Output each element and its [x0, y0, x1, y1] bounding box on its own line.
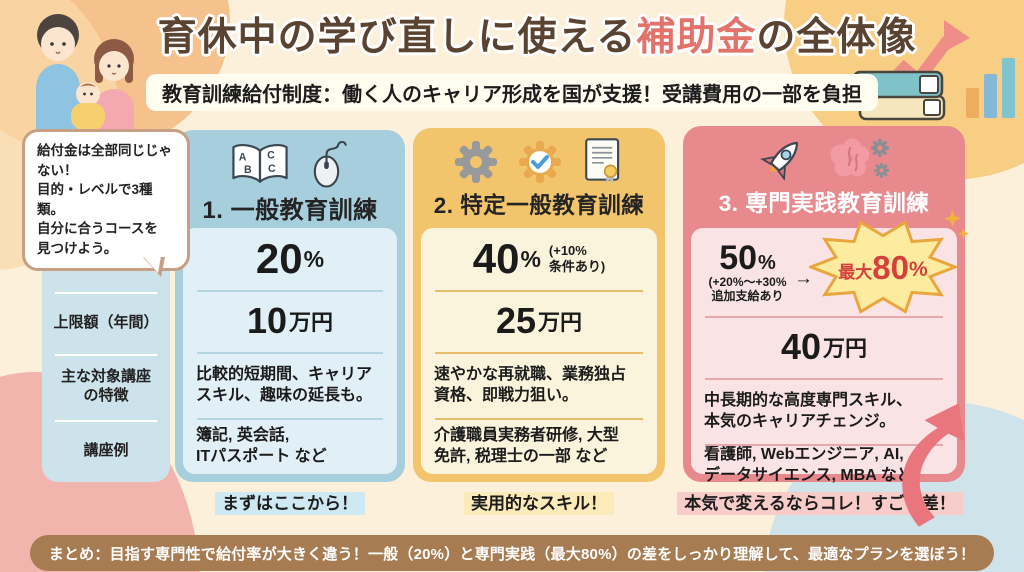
column2-rate-note: (+10% 条件あり) [548, 242, 606, 274]
column3-features: 中長期的な高度専門スキル、 本気のキャリアチェンジ。 [691, 378, 957, 444]
bar-orange [966, 88, 979, 118]
column3-caption: 本気で変えるならコレ！すごい差！ [655, 489, 985, 515]
sparkle-icon-small [958, 228, 969, 239]
column3-rate-note: (+20%〜+30% 追加支給あり [708, 274, 787, 303]
mouse-icon [313, 140, 347, 188]
column3-panel: 50% (+20%〜+30% 追加支給あり → 最大 80% 40 万円 [691, 228, 957, 484]
gear-check-icon [516, 138, 564, 186]
subtitle-strip: 教育訓練給付制度：働く人のキャリア形成を国が支援！受講費用の一部を負担 [0, 74, 1024, 111]
speech-bubble-text: 給付金は全部同じじゃない！ 目的・レベルで3種類。 自分に合うコースを 見つけよ… [37, 143, 172, 256]
column1-caption: まずはここから！ [175, 489, 405, 515]
svg-text:A: A [239, 151, 247, 163]
column2-cap: 25 万円 [421, 290, 657, 352]
row-label-cap: 上限額（年間） [42, 292, 170, 354]
column1-panel: 20% 10 万円 比較的短期間、キャリア スキル、趣味の延長も。 簿記, 英会話… [183, 228, 397, 474]
svg-text:C: C [268, 163, 276, 175]
summary-text: まとめ：目指す専門性で給付率が大きく違う！一般（20%）と専門実践（最大80%）… [48, 545, 976, 563]
bar-blue [984, 74, 997, 118]
column3-cap-value: 40 [780, 326, 822, 367]
column-specified-general-training: 2. 特定一般教育訓練 40% (+10% 条件あり) 25 万円 速やかな再就職… [413, 128, 665, 482]
certificate-icon [585, 138, 620, 183]
subtitle-text: 教育訓練給付制度：働く人のキャリア形成を国が支援！受講費用の一部を負担 [146, 74, 878, 111]
svg-text:C: C [267, 150, 275, 162]
max-80-starburst: 最大 80% [809, 218, 957, 316]
page-title: 育休中の学び直しに使える補助金の全体像 [140, 16, 934, 61]
summary-bar: まとめ：目指す専門性で給付率が大きく違う！一般（20%）と専門実践（最大80%）… [30, 535, 994, 571]
column-professional-practice-training: 3. 専門実践教育訓練 50% (+20%〜+30% 追加支給あり → 最大 80… [683, 126, 965, 484]
column1-features: 比較的短期間、キャリア スキル、趣味の延長も。 [183, 352, 397, 418]
column3-title: 3. 専門実践教育訓練 [718, 191, 930, 216]
column3-rate: 50% (+20%〜+30% 追加支給あり → 最大 80% [691, 228, 957, 316]
title-part-pre: 育休中の学び直しに使える [157, 16, 637, 59]
column-general-training: A B C C 1. 一般教育訓練 20% 10 万円 [175, 130, 405, 482]
column1-rate: 20% [255, 235, 325, 282]
row-label-features: 主な対象講座 の特徴 [42, 354, 170, 420]
speech-bubble: 給付金は全部同じじゃない！ 目的・レベルで3種類。 自分に合うコースを 見つけよ… [22, 129, 190, 278]
column2-header: 2. 特定一般教育訓練 [413, 128, 665, 228]
rocket-icon [760, 141, 798, 181]
column1-examples: 簿記, 英会話, ITパスポート など [183, 418, 397, 474]
column1-cap: 10 万円 [183, 290, 397, 352]
max-rate-text: 最大 80% [838, 248, 928, 286]
column3-cap: 40 万円 [691, 316, 957, 378]
column1-title: 1. 一般教育訓練 [202, 197, 378, 224]
upward-swoosh-arrow [902, 403, 965, 527]
bar-teal [1002, 58, 1015, 118]
title-part-accent: 補助金 [636, 16, 757, 59]
column2-caption: 実用的なスキル！ [413, 489, 665, 515]
title-part-post: の全体像 [756, 16, 917, 59]
brain-gears-icon [830, 138, 892, 185]
column3-header: 3. 専門実践教育訓練 [683, 126, 965, 228]
column2-title: 2. 特定一般教育訓練 [433, 193, 645, 218]
column1-header: A B C C 1. 一般教育訓練 [175, 130, 405, 228]
abc-book-icon: A B C C [232, 143, 288, 183]
column2-rate-value: 40 [472, 235, 520, 282]
gear-icon [452, 138, 500, 186]
column2-examples: 介護職員実務者研修, 大型 免許, 税理士の一部 など [421, 418, 657, 474]
rate-arrow: → [794, 268, 813, 289]
column3-rate-value: 50 [719, 238, 758, 277]
row-label-examples: 講座例 [42, 420, 170, 482]
starburst-shape [809, 220, 957, 314]
column2-panel: 40% (+10% 条件あり) 25 万円 速やかな再就職、業務独占 資格、即戦力… [421, 228, 657, 474]
column2-cap-value: 25 [495, 300, 537, 341]
column3-examples: 看護師, Webエンジニア, AI, データサイエンス, MBA など [691, 444, 957, 486]
column1-rate-value: 20 [255, 235, 303, 282]
column2-features: 速やかな再就職、業務独占 資格、即戦力狙い。 [421, 352, 657, 418]
family-illustration [36, 14, 134, 130]
svg-text:B: B [244, 164, 252, 176]
column2-rate: 40% (+10% 条件あり) [472, 235, 606, 282]
column1-cap-value: 10 [246, 300, 288, 341]
trend-arrow-head [944, 20, 970, 52]
